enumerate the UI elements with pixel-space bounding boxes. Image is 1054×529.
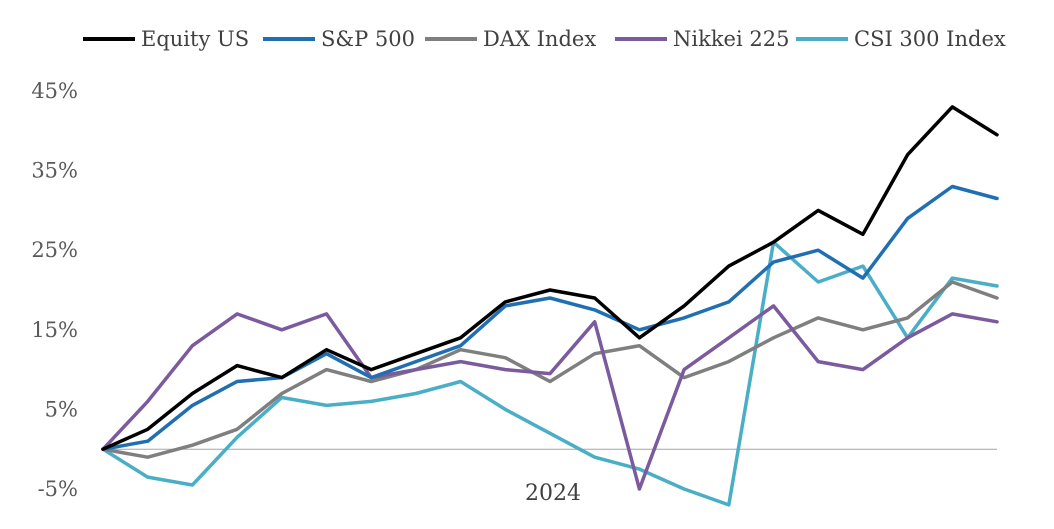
x-axis-category-label: 2024 (525, 481, 581, 506)
plot-area (101, 105, 999, 507)
legend-label: Nikkei 225 (673, 27, 789, 51)
series-line-equity-us (101, 105, 999, 451)
chart-legend: Equity US S&P 500 DAX Index Nikkei 225 CSI 3… (83, 27, 1006, 51)
legend-label: S&P 500 (321, 27, 415, 51)
y-tick-label: -5% (38, 477, 78, 501)
series-line-nikkei-225 (101, 304, 999, 491)
legend-label: DAX Index (483, 27, 596, 51)
y-tick-label: 35% (31, 159, 78, 183)
legend-item: Nikkei 225 (615, 27, 789, 51)
legend-item: DAX Index (425, 27, 596, 51)
series-line-s-p-500 (101, 184, 999, 451)
y-tick-label: 15% (31, 318, 78, 342)
series-line-csi-300-index (101, 240, 999, 507)
legend-label: Equity US (141, 27, 249, 51)
legend-label: CSI 300 Index (854, 27, 1006, 51)
y-tick-label: 45% (31, 79, 78, 103)
legend-item: CSI 300 Index (796, 27, 1006, 51)
y-tick-label: 25% (31, 238, 78, 262)
series-line-dax-index (101, 280, 999, 459)
y-axis: -5% 5% 15% 25% 35% 45% (31, 79, 78, 501)
y-tick-label: 5% (45, 397, 78, 421)
legend-item: S&P 500 (263, 27, 415, 51)
legend-item: Equity US (83, 27, 249, 51)
